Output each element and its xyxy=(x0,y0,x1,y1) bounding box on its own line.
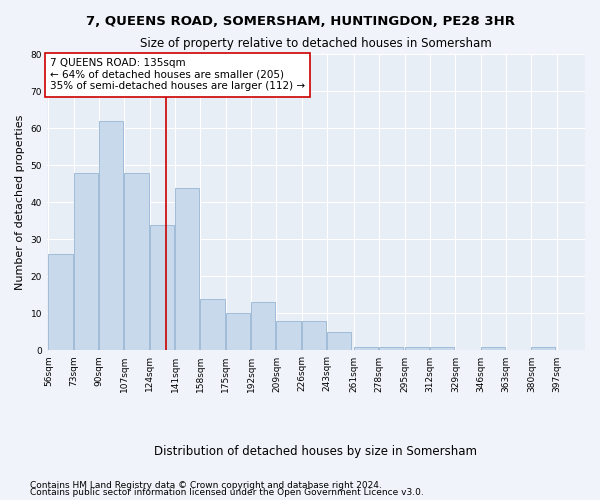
Bar xyxy=(354,347,378,350)
Text: 7 QUEENS ROAD: 135sqm
← 64% of detached houses are smaller (205)
35% of semi-det: 7 QUEENS ROAD: 135sqm ← 64% of detached … xyxy=(50,58,305,92)
Bar xyxy=(404,347,429,350)
Text: Contains HM Land Registry data © Crown copyright and database right 2024.: Contains HM Land Registry data © Crown c… xyxy=(30,480,382,490)
Bar xyxy=(481,347,505,350)
Bar xyxy=(124,173,149,350)
Bar xyxy=(200,298,224,350)
X-axis label: Distribution of detached houses by size in Somersham: Distribution of detached houses by size … xyxy=(154,444,478,458)
Title: Size of property relative to detached houses in Somersham: Size of property relative to detached ho… xyxy=(140,38,492,51)
Bar xyxy=(49,254,73,350)
Bar xyxy=(226,314,250,350)
Y-axis label: Number of detached properties: Number of detached properties xyxy=(15,115,25,290)
Bar xyxy=(302,321,326,350)
Bar xyxy=(379,347,403,350)
Bar xyxy=(175,188,199,350)
Text: Contains public sector information licensed under the Open Government Licence v3: Contains public sector information licen… xyxy=(30,488,424,497)
Bar xyxy=(251,302,275,350)
Bar xyxy=(532,347,556,350)
Bar xyxy=(99,121,123,350)
Bar xyxy=(327,332,351,350)
Bar xyxy=(74,173,98,350)
Bar xyxy=(430,347,454,350)
Bar xyxy=(277,321,301,350)
Text: 7, QUEENS ROAD, SOMERSHAM, HUNTINGDON, PE28 3HR: 7, QUEENS ROAD, SOMERSHAM, HUNTINGDON, P… xyxy=(86,15,515,28)
Bar xyxy=(150,224,174,350)
